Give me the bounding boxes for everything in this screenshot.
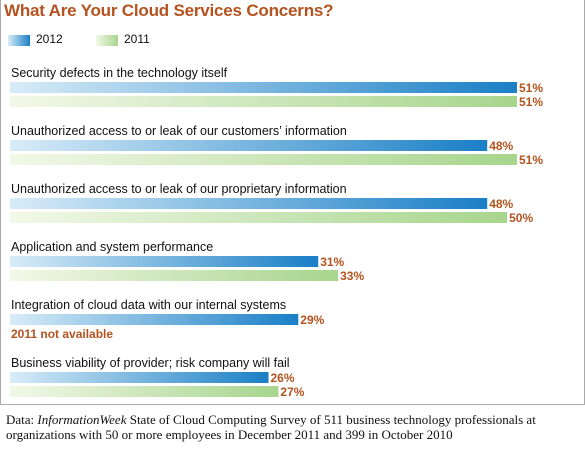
data-label: 26% <box>271 371 295 385</box>
bar-2012 <box>10 82 517 93</box>
footnote-publication: InformationWeek <box>37 412 127 427</box>
data-label: 27% <box>280 385 304 399</box>
legend-label-2012: 2012 <box>36 32 63 46</box>
data-label: 48% <box>489 197 513 211</box>
data-label: 48% <box>489 139 513 153</box>
legend-swatch-2011 <box>96 35 118 46</box>
legend-swatch-2012 <box>8 35 30 46</box>
data-label: 51% <box>519 153 543 167</box>
legend-label-2011: 2011 <box>124 32 150 46</box>
data-label: 33% <box>340 269 364 283</box>
bar-2011 <box>10 154 517 165</box>
bar-2012 <box>10 198 488 209</box>
bar-2011 <box>10 96 517 107</box>
data-label: 50% <box>509 211 533 225</box>
category-label: Unauthorized access to or leak of our cu… <box>11 124 347 138</box>
footnote-prefix: Data: <box>6 412 38 427</box>
category-label: Unauthorized access to or leak of our pr… <box>11 182 347 196</box>
bar-2012 <box>10 372 269 383</box>
category-label: Application and system performance <box>11 240 213 254</box>
bar-2011 <box>10 270 339 281</box>
missing-data-note: 2011 not available <box>11 327 113 341</box>
data-label: 51% <box>519 81 543 95</box>
bar-2012 <box>10 314 299 325</box>
bar-2012 <box>10 140 488 151</box>
data-label: 31% <box>320 255 344 269</box>
data-label: 51% <box>519 95 543 109</box>
bar-2012 <box>10 256 319 267</box>
data-label: 29% <box>300 313 324 327</box>
bar-2011 <box>10 212 508 223</box>
bar-chart: Security defects in the technology itsel… <box>10 66 543 399</box>
category-label: Business viability of provider; risk com… <box>11 356 290 370</box>
category-label: Security defects in the technology itsel… <box>11 66 228 80</box>
footnote-text: State of Cloud Computing Survey of 511 b… <box>6 412 536 442</box>
category-label: Integration of cloud data with our inter… <box>11 298 286 312</box>
bar-2011 <box>10 386 279 397</box>
chart-title: What Are Your Cloud Services Concerns? <box>4 1 334 20</box>
footnote: Data: InformationWeek State of Cloud Com… <box>6 412 581 442</box>
